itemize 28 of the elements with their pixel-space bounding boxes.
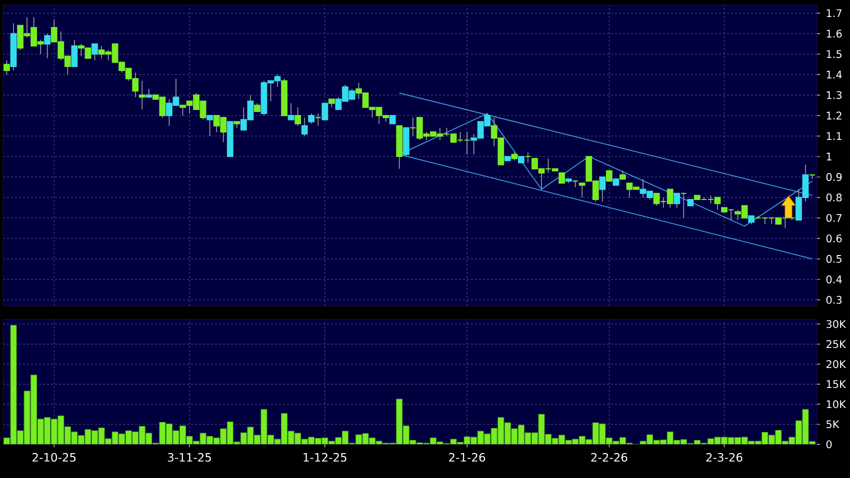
y-tick-label: 15K bbox=[826, 380, 846, 388]
x-tick-label: 1-12-25 bbox=[304, 452, 346, 462]
y-tick-label: 30K bbox=[826, 320, 846, 328]
y-tick-label: 1.6 bbox=[826, 30, 842, 38]
y-tick-label: 0 bbox=[826, 440, 832, 448]
x-tick-label: 2-1-26 bbox=[449, 452, 486, 462]
y-tick-label: 0.7 bbox=[826, 214, 842, 222]
y-tick-label: 20K bbox=[826, 360, 846, 368]
y-tick-label: 1.2 bbox=[826, 112, 842, 120]
y-tick-label: 1 bbox=[826, 152, 832, 160]
y-tick-label: 0.6 bbox=[826, 234, 842, 242]
y-tick-label: 0.8 bbox=[826, 193, 842, 202]
y-tick-label: 1.3 bbox=[826, 91, 842, 100]
y-tick-label: 0.5 bbox=[826, 254, 842, 263]
y-tick-label: 1.1 bbox=[826, 132, 842, 140]
x-tick-label: 3-11-25 bbox=[168, 452, 211, 462]
y-tick-label: 25K bbox=[826, 340, 846, 348]
y-tick-label: 1.7 bbox=[826, 9, 842, 18]
y-tick-label: 5K bbox=[826, 420, 840, 428]
y-tick-label: 0.9 bbox=[826, 173, 842, 181]
x-tick-label: 2-2-26 bbox=[591, 452, 628, 462]
x-tick-label: 2-3-26 bbox=[706, 452, 742, 462]
y-tick-label: 1.5 bbox=[826, 50, 842, 58]
y-tick-label: 1.4 bbox=[826, 70, 842, 78]
y-tick-label: 10K bbox=[826, 400, 846, 408]
y-tick-label: 0.4 bbox=[826, 275, 842, 284]
y-tick-label: 0.3 bbox=[826, 296, 842, 304]
x-tick-label: 2-10-25 bbox=[32, 452, 76, 462]
